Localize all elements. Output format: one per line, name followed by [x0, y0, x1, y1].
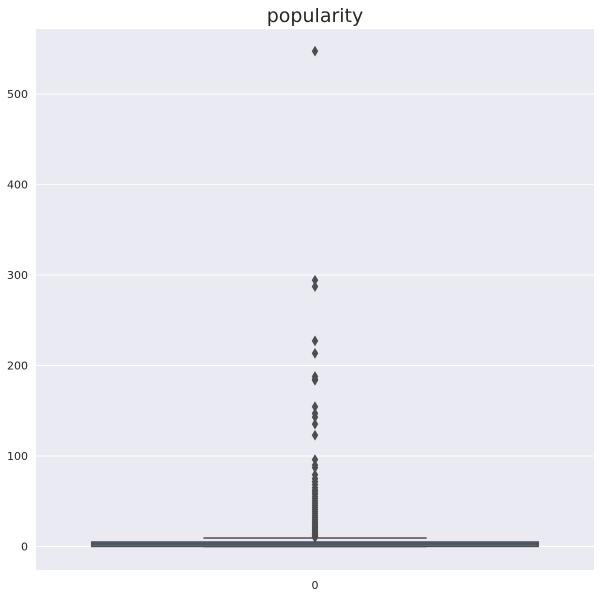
outlier-point-3 — [311, 335, 319, 347]
y-tick-label-100: 100 — [7, 450, 28, 463]
chart-title: popularity — [267, 5, 364, 27]
outlier-points — [311, 45, 319, 544]
y-tick-label-0: 0 — [21, 540, 28, 553]
x-axis-ticks: 0 — [312, 579, 319, 592]
outlier-point-7 — [311, 374, 319, 386]
y-tick-label-300: 300 — [7, 269, 28, 282]
outlier-point-0 — [311, 45, 319, 57]
outlier-point-4 — [311, 347, 319, 359]
y-tick-label-500: 500 — [7, 88, 28, 101]
outlier-point-11 — [311, 418, 319, 430]
y-axis-ticks: 0 100 200 300 400 500 — [7, 88, 28, 553]
outlier-point-12 — [311, 429, 319, 441]
y-tick-label-200: 200 — [7, 360, 28, 373]
outlier-point-2 — [311, 281, 319, 293]
x-tick-label-0: 0 — [312, 579, 319, 592]
y-tick-label-400: 400 — [7, 179, 28, 192]
outlier-point-48 — [311, 532, 319, 544]
